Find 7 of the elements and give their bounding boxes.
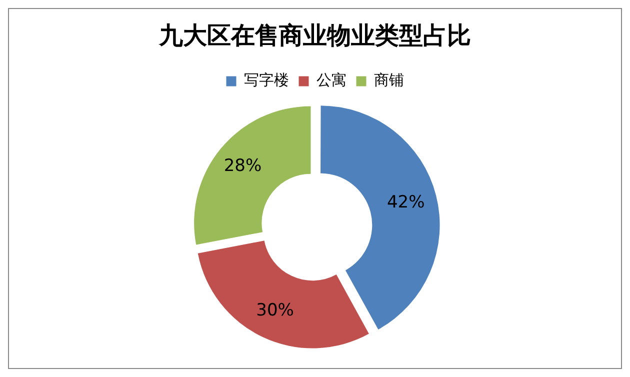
chart-title: 九大区在售商业物业类型占比 [158, 22, 471, 50]
legend-label: 公寓 [316, 71, 346, 90]
legend-label: 商铺 [374, 71, 404, 90]
data-label: 30% [256, 300, 294, 321]
legend-label: 写字楼 [244, 71, 289, 90]
data-label: 28% [224, 156, 262, 176]
data-label: 42% [386, 192, 425, 212]
